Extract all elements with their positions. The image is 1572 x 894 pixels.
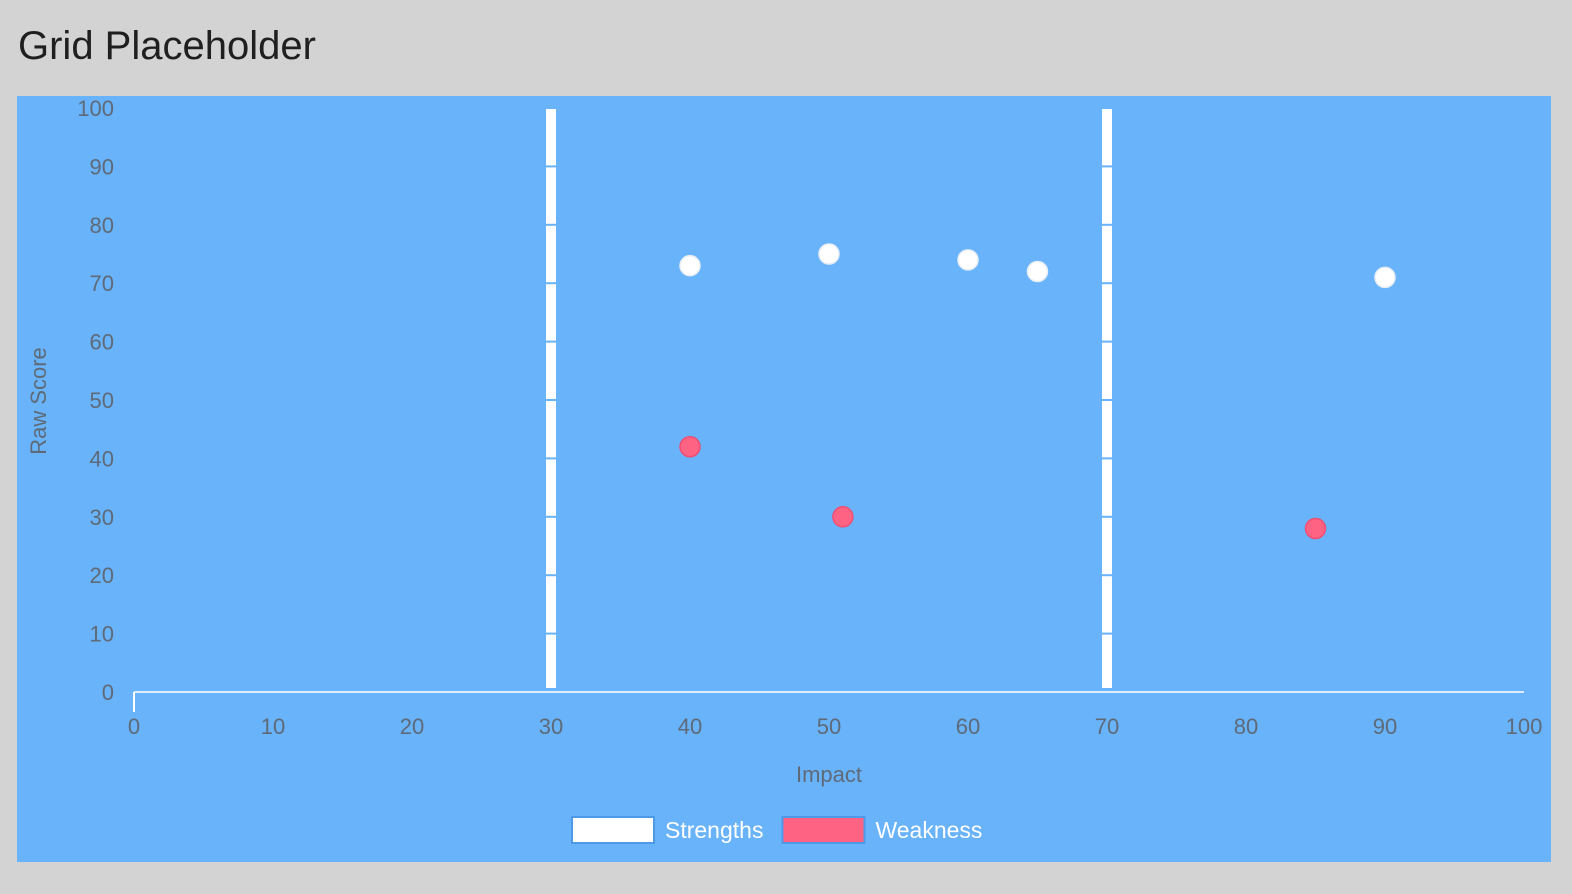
scatter-chart: 0 10 20 30 40 50 60 70 80 90 100 0 10 20 30 40 50 60 70 80… — [26, 96, 1542, 844]
x-tick-label: 10 — [261, 714, 285, 739]
divider-line-30 — [546, 108, 556, 688]
weakness-point — [679, 435, 701, 458]
axes — [133, 691, 1524, 712]
x-tick-label: 60 — [956, 714, 980, 739]
x-tick-label: 80 — [1234, 714, 1258, 739]
x-tick-label: 40 — [678, 714, 702, 739]
strengths-point — [1374, 266, 1396, 289]
legend-swatch-strengths — [571, 816, 655, 844]
x-tick-label: 100 — [1506, 714, 1543, 739]
x-axis-label: Impact — [796, 762, 862, 787]
x-axis-ticks: 0 10 20 30 40 50 60 70 80 90 100 — [128, 714, 1542, 739]
page-title: Grid Placeholder — [18, 24, 316, 68]
x-tick-label: 20 — [400, 714, 424, 739]
y-axis-label: Raw Score — [26, 347, 51, 455]
legend-label-weakness: Weakness — [875, 817, 982, 843]
y-tick-label: 60 — [90, 330, 114, 355]
divider-lines — [546, 107, 1112, 688]
legend: Strengths Weakness — [571, 816, 982, 844]
strengths-point — [957, 249, 979, 271]
y-tick-label: 30 — [90, 505, 114, 530]
y-axis-ticks: 0 10 20 30 40 50 60 70 80 90 100 — [77, 96, 114, 705]
y-tick-label: 10 — [90, 622, 114, 647]
y-tick-label: 70 — [90, 271, 114, 296]
strengths-point — [818, 243, 840, 265]
x-tick-label: 30 — [539, 714, 563, 739]
x-tick-label: 90 — [1373, 714, 1397, 739]
weakness-point — [832, 506, 854, 528]
y-tick-label: 0 — [102, 680, 114, 705]
x-tick-label: 50 — [817, 714, 841, 739]
y-tick-label: 90 — [90, 154, 114, 179]
chart-panel: 0 10 20 30 40 50 60 70 80 90 100 0 10 20 30 40 50 60 70 80… — [17, 96, 1551, 862]
x-tick-label: 70 — [1095, 714, 1119, 739]
strengths-point — [679, 254, 701, 277]
y-tick-label: 50 — [90, 388, 114, 413]
legend-label-strengths: Strengths — [665, 817, 763, 843]
y-tick-label: 20 — [90, 563, 114, 588]
divider-line-70 — [1102, 108, 1112, 688]
legend-swatch-weakness — [781, 816, 866, 844]
y-tick-label: 40 — [90, 446, 114, 471]
y-tick-label: 100 — [77, 96, 114, 121]
strengths-point — [1026, 260, 1049, 283]
y-tick-label: 80 — [90, 213, 114, 238]
data-points — [679, 243, 1396, 540]
x-tick-label: 0 — [128, 714, 140, 739]
weakness-point — [1304, 517, 1327, 540]
